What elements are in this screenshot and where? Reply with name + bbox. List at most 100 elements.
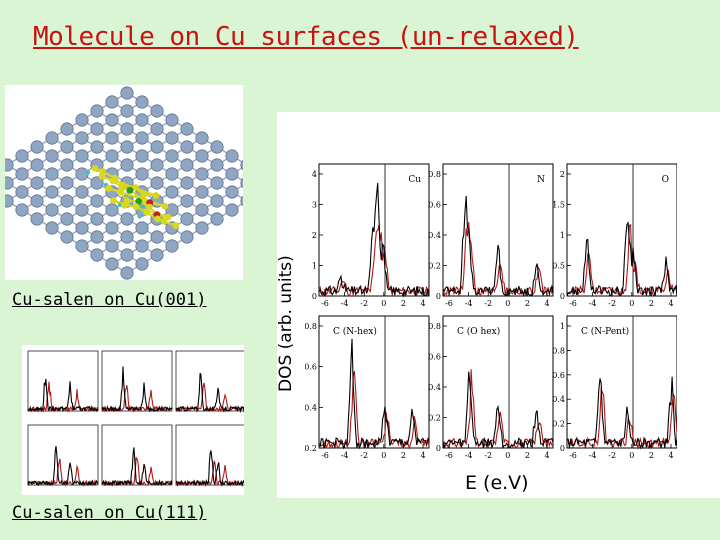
x-tick-label: 4 [420, 299, 425, 308]
x-tick-label: -2 [484, 451, 492, 460]
x-tick-label: 2 [401, 451, 406, 460]
y-tick-label: 0 [560, 292, 565, 301]
carbon-atom [143, 209, 151, 216]
y-tick-label: 0.8 [305, 322, 317, 331]
y-tick-label: 1 [560, 231, 565, 240]
cu-atom [30, 176, 44, 190]
x-tick-label: -6 [321, 451, 329, 460]
cu-atom [135, 149, 149, 163]
cu-atom [105, 113, 119, 127]
panel-label: C (N-hex) [333, 326, 377, 337]
cu-atom [120, 86, 134, 100]
thumb-panel-2 [101, 350, 173, 413]
cu-atom [60, 194, 74, 208]
cu-atom [135, 131, 149, 145]
hydrogen-atom [85, 170, 91, 175]
x-tick-label: -2 [360, 451, 368, 460]
cu-atom [75, 131, 89, 145]
thumb-frame [101, 350, 173, 412]
carbon-atom [105, 184, 112, 192]
y-tick-label: 0.2 [428, 262, 441, 271]
x-tick-label: 2 [649, 299, 654, 308]
cu-atom [165, 131, 179, 145]
panel-label: C (N-Pent) [581, 326, 629, 337]
cu-atom [135, 95, 149, 109]
dos-curve [442, 195, 554, 298]
cu-atom [150, 230, 164, 244]
y-tick-label: 3 [312, 201, 317, 210]
y-tick-label: 1.5 [552, 201, 565, 210]
cu-atom [75, 167, 89, 181]
dos-curve [175, 372, 247, 414]
dos-curve [318, 224, 430, 298]
y-tick-label: 0 [436, 444, 441, 453]
panel-frame [318, 315, 430, 449]
x-tick-label: -4 [589, 299, 597, 308]
cu-atom [120, 266, 134, 280]
cu-atom [195, 221, 209, 235]
y-tick-label: 0.6 [428, 353, 441, 362]
x-tick-label: 4 [668, 451, 673, 460]
carbon-atom [110, 197, 117, 204]
lattice-atoms [0, 86, 284, 280]
cu-atom [60, 212, 74, 226]
cu-atom [150, 158, 164, 172]
dos-curve [175, 450, 247, 488]
cu-atom [180, 122, 194, 136]
cu-atom [240, 176, 254, 190]
cu-atom [0, 158, 14, 172]
thumb-frame [27, 424, 99, 486]
x-tick-label: -2 [608, 299, 616, 308]
panel-label: N [537, 175, 545, 185]
cu-atom [45, 221, 59, 235]
salen-molecule [85, 164, 180, 229]
cu-atom [30, 194, 44, 208]
y-tick-label: 0 [436, 292, 441, 301]
panel-frame [566, 315, 677, 449]
cu-atom [135, 257, 149, 271]
dos-figure-panel [277, 112, 720, 498]
dos-curve [27, 446, 99, 487]
cu-atom [45, 131, 59, 145]
carbon-atom [132, 203, 140, 210]
y-tick-label: 2 [312, 231, 317, 240]
cu-atom [45, 203, 59, 217]
cu-atom [165, 239, 179, 253]
carbon-atom [116, 188, 124, 196]
cu-atom [150, 122, 164, 136]
panel-frame [442, 163, 554, 297]
cu-atom [135, 239, 149, 253]
y-tick-label: 1 [560, 322, 565, 331]
cu-atom [210, 140, 224, 154]
cu-atom [150, 140, 164, 154]
dos-panel-1: 0 1 2 3 4 -6 -4 -2 0 2 4 Cu [312, 163, 430, 308]
cu-atom [30, 212, 44, 226]
cu-atom [30, 140, 44, 154]
x-tick-label: 2 [401, 299, 406, 308]
carbon-atom [132, 184, 139, 191]
cu-atom [60, 140, 74, 154]
cu-atom [120, 122, 134, 136]
nitrogen-atom [135, 197, 143, 205]
y-tick-label: 0.2 [552, 420, 565, 429]
y-tick-label: 0.6 [552, 371, 565, 380]
thumb-panel-1 [27, 350, 99, 413]
dos-curve [442, 222, 554, 297]
carbon-atom [172, 222, 180, 229]
dos-curve [442, 371, 554, 450]
cu-atom [90, 248, 104, 262]
x-tick-label: 0 [629, 451, 634, 460]
slide-title: Molecule on Cu surfaces (un-relaxed) [33, 22, 579, 52]
dos-curve [101, 366, 173, 413]
cu-atom [165, 149, 179, 163]
cu-atom [105, 149, 119, 163]
y-tick-label: 4 [312, 170, 317, 179]
cu-atom [90, 212, 104, 226]
cu-atom [150, 104, 164, 118]
thumb-frame [27, 350, 99, 412]
cu-atom [90, 140, 104, 154]
y-tick-label: 0.8 [552, 346, 565, 355]
cu-atom [0, 194, 14, 208]
cu-atom [135, 113, 149, 127]
cu-atom [75, 221, 89, 235]
